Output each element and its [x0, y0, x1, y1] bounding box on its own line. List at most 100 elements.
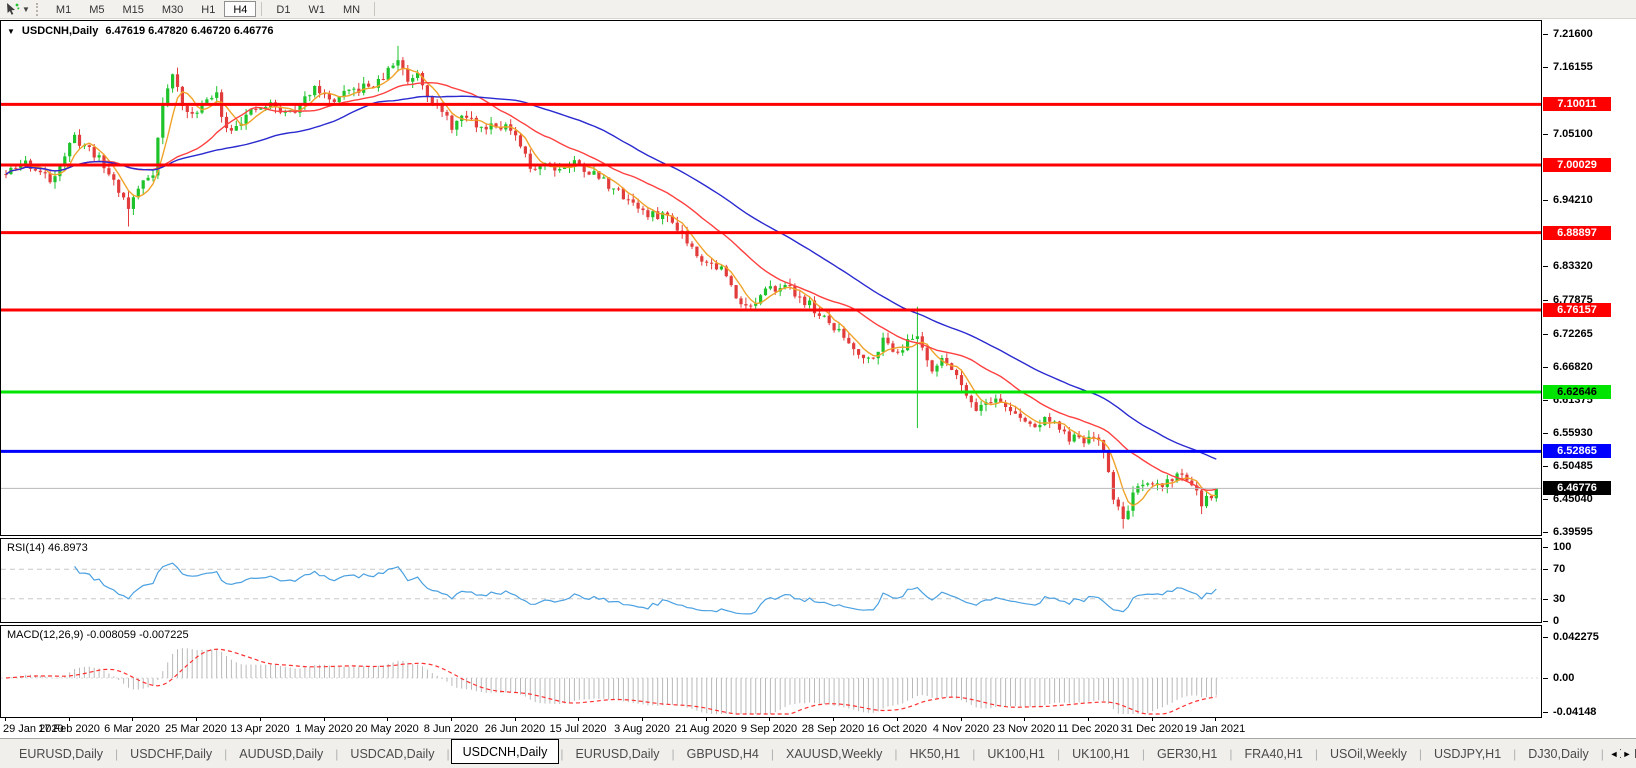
macd-axis-tick — [1543, 712, 1548, 713]
time-axis-tick — [642, 718, 643, 721]
time-axis-label: 17 Feb 2020 — [38, 723, 100, 735]
chart-title: ▼ USDCNH,Daily 6.47619 6.47820 6.46720 6… — [7, 25, 274, 37]
time-axis-tick — [324, 718, 325, 721]
candlestick-chart[interactable] — [1, 21, 1541, 535]
macd-chart — [1, 648, 1541, 715]
tab-scroll-right-button[interactable]: ► — [1621, 747, 1633, 761]
main-chart-panel[interactable]: ▼ USDCNH,Daily 6.47619 6.47820 6.46720 6… — [0, 20, 1542, 536]
time-axis-label: 21 Aug 2020 — [675, 723, 737, 735]
timeframe-d1[interactable]: D1 — [276, 4, 291, 16]
chart-collapse-icon[interactable]: ▼ — [7, 26, 15, 36]
cursor-tool-icon[interactable] — [3, 1, 21, 17]
timeframe-m15[interactable]: M15 — [122, 4, 144, 16]
tab-separator: | — [335, 746, 339, 761]
time-axis-tick — [387, 718, 388, 721]
price-axis-tick — [1543, 433, 1548, 434]
time-axis-label: 9 Sep 2020 — [740, 723, 798, 735]
time-axis-label: 20 May 2020 — [355, 723, 419, 735]
chart-tab-gbpusd-h4[interactable]: GBPUSD,H4 — [686, 746, 759, 761]
chart-tab-uk100-h1[interactable]: UK100,H1 — [987, 746, 1045, 761]
chart-ohlc-values: 6.47619 6.47820 6.46720 6.46776 — [105, 25, 274, 37]
chart-tab-ger30-h1[interactable]: GER30,H1 — [1156, 746, 1218, 761]
price-axis-tick — [1543, 34, 1548, 35]
tab-separator: | — [446, 746, 450, 761]
price-axis-tick — [1543, 200, 1548, 201]
price-axis-tick-label: 6.83320 — [1553, 260, 1593, 272]
chart-tab-fra40-h1[interactable]: FRA40,H1 — [1244, 746, 1303, 761]
cursor-tool-dropdown-icon[interactable]: ▼ — [22, 4, 30, 14]
time-axis-tick — [515, 718, 516, 721]
time-axis-label: 1 May 2020 — [295, 723, 353, 735]
price-axis-tick — [1543, 367, 1548, 368]
tab-separator: | — [1418, 746, 1422, 761]
price-axis-tick — [1543, 134, 1548, 135]
macd-axis-tick — [1543, 637, 1548, 638]
cursor-tool-glyph — [6, 3, 19, 15]
time-axis-label: 28 Sep 2020 — [801, 723, 865, 735]
chart-tab-usdcad-daily[interactable]: USDCAD,Daily — [350, 746, 435, 761]
rsi-axis-tick — [1543, 569, 1548, 570]
tab-separator: | — [671, 746, 675, 761]
chart-tab-xauusd-weekly[interactable]: XAUUSD,Weekly — [786, 746, 883, 761]
timeframe-m1[interactable]: M1 — [55, 4, 72, 16]
chart-tab-usdchf-daily[interactable]: USDCHF,Daily — [130, 746, 213, 761]
time-axis-label: 26 Jun 2020 — [484, 723, 546, 735]
time-axis-label: 3 Aug 2020 — [614, 723, 670, 735]
chart-tab-dj30-daily[interactable]: DJ30,Daily — [1528, 746, 1589, 761]
chart-tab-eurusd-daily[interactable]: EURUSD,Daily — [19, 746, 104, 761]
toolbar-separator — [261, 2, 263, 16]
time-axis-tick — [1024, 718, 1025, 721]
time-axis-tick — [69, 718, 70, 721]
rsi-label: RSI(14) 46.8973 — [7, 542, 88, 554]
chart-tab-usdcnh-daily[interactable]: USDCNH,Daily — [450, 739, 560, 764]
hline-price-badge: 6.62646 — [1543, 385, 1611, 399]
tab-separator: | — [894, 746, 898, 761]
toolbar-grip[interactable] — [35, 2, 42, 16]
time-axis-label: 4 Nov 2020 — [932, 723, 990, 735]
chart-tab-audusd-daily[interactable]: AUDUSD,Daily — [239, 746, 324, 761]
tab-separator: | — [115, 746, 119, 761]
time-axis-label: 19 Jan 2021 — [1184, 723, 1246, 735]
timeframe-m30[interactable]: M30 — [161, 4, 184, 16]
timeframe-h4[interactable]: H4 — [224, 1, 257, 17]
timeframe-h1[interactable]: H1 — [201, 4, 216, 16]
chart-tab-eurusd-daily[interactable]: EURUSD,Daily — [575, 746, 660, 761]
current-price-badge: 6.46776 — [1543, 481, 1611, 495]
chart-tab-bar: EURUSD,Daily | USDCHF,Daily | AUDUSD,Daily | U… — [0, 738, 1636, 768]
price-axis-tick — [1543, 266, 1548, 267]
price-axis-tick — [1543, 499, 1548, 500]
chart-tab-uk100-h1[interactable]: UK100,H1 — [1072, 746, 1130, 761]
price-axis-tick-label: 6.55930 — [1553, 427, 1593, 439]
chart-tab-hk50-h1[interactable]: HK50,H1 — [909, 746, 961, 761]
rsi-axis-tick-label: 30 — [1553, 593, 1566, 605]
time-axis-tick — [578, 718, 579, 721]
time-axis-tick — [451, 718, 452, 721]
hline-price-badge: 7.10011 — [1543, 97, 1611, 111]
time-axis-tick — [897, 718, 898, 721]
chart-tab-usdjpy-h1[interactable]: USDJPY,H1 — [1434, 746, 1502, 761]
time-axis-label: 29 Jan 2020 — [3, 723, 64, 735]
price-axis-tick-label: 6.72265 — [1553, 328, 1593, 340]
rsi-chart — [1, 562, 1541, 615]
time-axis-tick — [706, 718, 707, 721]
price-axis-tick-label: 6.45040 — [1553, 493, 1593, 505]
time-axis[interactable]: 29 Jan 2020 17 Feb 2020 6 Mar 2020 25 Mar 2… — [0, 718, 1542, 738]
rsi-axis-tick — [1543, 599, 1548, 600]
time-axis-label: 23 Nov 2020 — [992, 723, 1056, 735]
chart-tab-usoil-weekly[interactable]: USOil,Weekly — [1330, 746, 1407, 761]
time-axis-label: 16 Oct 2020 — [867, 723, 927, 735]
rsi-panel[interactable]: RSI(14) 46.8973 — [0, 538, 1542, 623]
macd-axis-tick — [1543, 678, 1548, 679]
tab-scroll-left-button[interactable]: ◄ — [1608, 747, 1620, 761]
macd-panel[interactable]: MACD(12,26,9) -0.008059 -0.007225 — [0, 625, 1542, 718]
timeframe-mn[interactable]: MN — [342, 4, 361, 16]
hline-price-badge: 7.00029 — [1543, 158, 1611, 172]
tab-separator: | — [1229, 746, 1233, 761]
price-axis[interactable]: 7.21600 7.16155 7.05100 6.94210 6.83320 6.778… — [1543, 20, 1636, 538]
rsi-axis-tick — [1543, 547, 1548, 548]
timeframe-w1[interactable]: W1 — [308, 4, 325, 16]
timeframe-m5[interactable]: M5 — [89, 4, 105, 16]
tab-separator: | — [1513, 746, 1517, 761]
tab-separator: | — [1057, 746, 1061, 761]
